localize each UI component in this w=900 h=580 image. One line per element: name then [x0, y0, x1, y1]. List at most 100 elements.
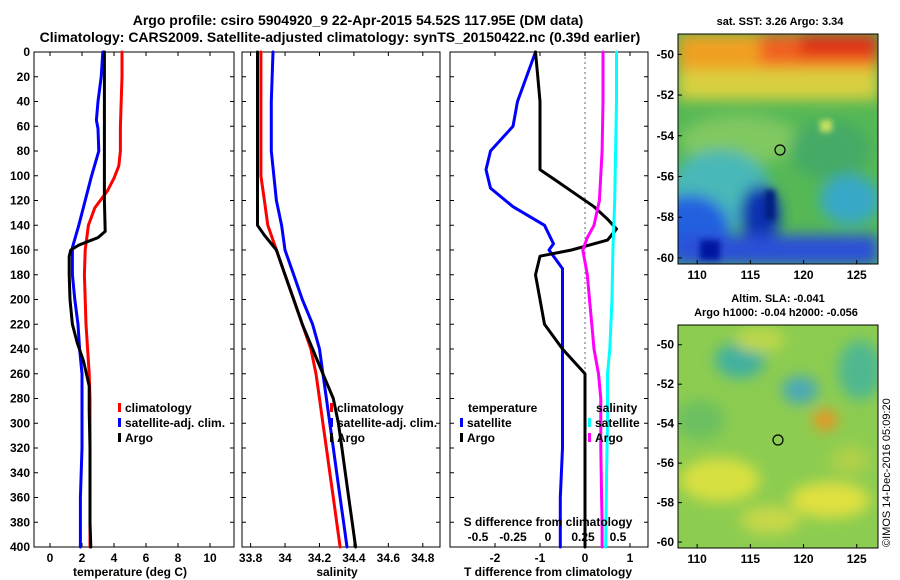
x-tick-label: 10	[203, 551, 217, 565]
lat-tick-label: -50	[657, 338, 675, 352]
legend-label-argo: Argo	[125, 431, 153, 445]
x-tick-label: 34.2	[308, 551, 332, 565]
legend-swatch-t-satellite	[460, 418, 463, 427]
x-tick-label: -1	[535, 551, 546, 565]
y-tick-label: 340	[10, 466, 30, 480]
difference-xlabel: T difference from climatology	[464, 565, 632, 579]
y-tick-label: 160	[10, 243, 30, 257]
lon-tick-label: 120	[794, 268, 814, 282]
x-tick-label: 2	[79, 551, 86, 565]
y-tick-label: 240	[10, 342, 30, 356]
s-diff-tick-label: 0.25	[571, 530, 595, 544]
salinity-ticks: 33.8 34 34.2 34.4 34.6 34.8	[239, 51, 440, 565]
difference-legend-temperature: temperature satellite Argo	[460, 401, 538, 445]
argo-location-marker	[772, 434, 784, 446]
x-tick-label: 0	[47, 551, 54, 565]
x-tick-label: 34.8	[411, 551, 435, 565]
sst-map-panel: sat. SST: 3.26 Argo: 3.34	[657, 16, 879, 282]
series-line-argo	[256, 50, 358, 549]
y-tick-label: 0	[23, 45, 30, 59]
sla-map-title-line1: Altim. SLA: -0.041	[731, 293, 825, 305]
legend-label-s-argo: Argo	[595, 431, 623, 445]
sst-lon-ticks: 110 115 120 125	[687, 260, 867, 282]
y-tick-label: 120	[10, 194, 30, 208]
x-tick-label: -2	[490, 551, 501, 565]
temperature-lines	[67, 50, 124, 549]
lat-tick-label: -60	[657, 535, 675, 549]
sst-map-title: sat. SST: 3.26 Argo: 3.34	[717, 16, 845, 28]
y-tick-label: 180	[10, 268, 30, 282]
legend-label-t-argo: Argo	[467, 431, 495, 445]
legend-swatch-climatology	[330, 403, 333, 412]
legend-swatch-argo	[330, 433, 333, 442]
sla-map-panel: Altim. SLA: -0.041 Argo h1000: -0.04 h20…	[657, 293, 879, 566]
legend-label-satellite-adj: satellite-adj. clim.	[125, 416, 225, 430]
lat-tick-label: -52	[657, 377, 675, 391]
x-tick-label: 0	[582, 551, 589, 565]
title-line1: Argo profile: csiro 5904920_9 22-Apr-201…	[133, 12, 584, 28]
y-tick-label: 320	[10, 441, 30, 455]
legend-swatch-climatology	[118, 403, 121, 412]
sst-map-frame	[677, 33, 879, 265]
salinity-legend: climatology satellite-adj. clim. Argo	[330, 401, 437, 445]
lat-tick-label: -52	[657, 88, 675, 102]
temperature-ticks: 0204060801001201401601802002202402602803…	[10, 45, 234, 565]
y-tick-label: 220	[10, 317, 30, 331]
legend-swatch-t-argo	[460, 433, 463, 442]
y-tick-label: 260	[10, 367, 30, 381]
salinity-lines	[256, 50, 358, 549]
y-tick-label: 20	[17, 70, 31, 84]
sla-map-title-line2: Argo h1000: -0.04 h2000: -0.056	[694, 307, 858, 319]
imos-watermark: ©IMOS 14-Dec-2016 05:09:20	[881, 398, 893, 547]
y-tick-label: 40	[17, 95, 31, 109]
s-diff-tick-label: -0.5	[468, 530, 489, 544]
lat-tick-label: -58	[657, 496, 675, 510]
temperature-plot-frame	[33, 51, 235, 548]
salinity-xlabel: salinity	[316, 565, 358, 579]
x-tick-label: 33.8	[239, 551, 263, 565]
lon-tick-label: 120	[794, 552, 814, 566]
lat-tick-label: -60	[657, 251, 675, 265]
x-tick-label: 8	[175, 551, 182, 565]
y-tick-label: 360	[10, 491, 30, 505]
series-line-s-argo	[581, 50, 605, 549]
series-line-satellite-adj-clim-	[70, 50, 105, 549]
s-difference-ticks: -0.5 -0.25 0 0.25 0.5	[468, 530, 627, 544]
difference-plot-frame	[449, 51, 649, 548]
y-tick-label: 300	[10, 416, 30, 430]
lon-tick-label: 110	[687, 552, 707, 566]
temperature-legend: climatology satellite-adj. clim. Argo	[118, 401, 225, 445]
x-tick-label: 6	[143, 551, 150, 565]
legend-label-climatology: climatology	[125, 401, 192, 415]
lon-tick-label: 115	[741, 552, 761, 566]
lon-tick-label: 125	[847, 552, 867, 566]
y-tick-label: 100	[10, 169, 30, 183]
temperature-panel: 0204060801001201401601802002202402602803…	[10, 45, 235, 579]
title-line2: Climatology: CARS2009. Satellite-adjuste…	[40, 29, 641, 45]
series-line-t-argo	[534, 50, 618, 549]
legend-swatch-s-argo	[588, 433, 591, 442]
salinity-panel: 33.8 34 34.2 34.4 34.6 34.8 climatology satel…	[239, 50, 441, 579]
lon-tick-label: 110	[687, 268, 707, 282]
lat-tick-label: -58	[657, 210, 675, 224]
lat-tick-label: -56	[657, 169, 675, 183]
legend-label-s-satellite: satellite	[595, 416, 640, 430]
y-tick-label: 60	[17, 119, 31, 133]
sst-lat-ticks: -50 -52 -54 -56 -58 -60	[657, 47, 682, 265]
lon-tick-label: 125	[847, 268, 867, 282]
y-tick-label: 280	[10, 392, 30, 406]
series-line-t-satellite	[484, 50, 564, 549]
lat-tick-label: -54	[657, 129, 675, 143]
legend-swatch-satellite-adj	[330, 418, 333, 427]
argo-location-marker	[774, 144, 786, 156]
x-tick-label: 1	[627, 551, 634, 565]
legend-title-salinity: salinity	[596, 401, 638, 415]
legend-swatch-argo	[118, 433, 121, 442]
y-tick-label: 140	[10, 218, 30, 232]
y-tick-label: 200	[10, 293, 30, 307]
s-diff-tick-label: -0.25	[499, 530, 527, 544]
legend-label-satellite-adj: satellite-adj. clim.	[337, 416, 437, 430]
legend-label-argo: Argo	[337, 431, 365, 445]
sst-map-image	[678, 34, 878, 264]
